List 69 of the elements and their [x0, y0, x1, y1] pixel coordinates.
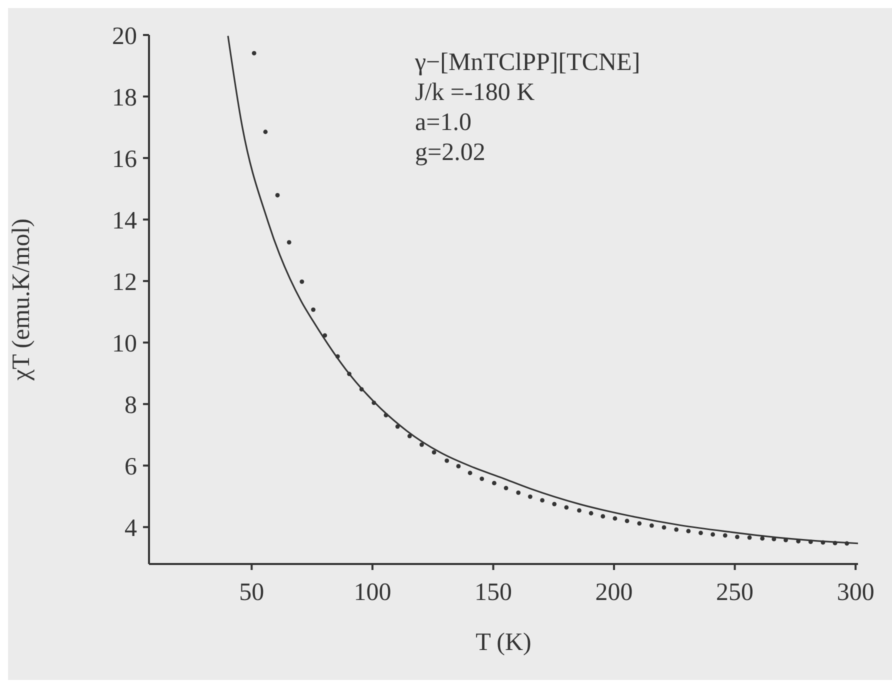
point [347, 372, 352, 376]
point [577, 508, 582, 513]
point [275, 193, 280, 198]
point [624, 518, 630, 524]
line-series [227, 35, 858, 544]
x-tick-label: 250 [716, 578, 754, 606]
point [722, 533, 728, 538]
point [820, 540, 826, 545]
point [359, 387, 364, 392]
point [468, 470, 472, 476]
y-axis-title: χT (emu.K/mol) [8, 218, 35, 382]
point [710, 532, 716, 537]
point [588, 511, 594, 516]
point [516, 490, 521, 495]
point [612, 516, 618, 521]
point [252, 50, 256, 56]
y-tick-label: 16 [112, 146, 137, 173]
x-tick-label: 200 [595, 578, 633, 606]
point [492, 480, 496, 486]
point [322, 333, 328, 338]
point [698, 530, 703, 536]
point [650, 523, 654, 528]
x-tick-label: 300 [836, 578, 874, 606]
annotation: g=2.02 [415, 138, 486, 168]
point [760, 536, 765, 541]
point [407, 434, 412, 438]
point [540, 498, 544, 503]
y-tick-label: 18 [112, 84, 137, 112]
x-tick-label: 100 [354, 578, 392, 606]
point [552, 502, 557, 506]
x-axis-title: T (K) [476, 629, 532, 656]
y-tick-label: 6 [124, 453, 137, 480]
point [735, 534, 740, 540]
point [747, 535, 752, 540]
point [808, 540, 813, 544]
point [432, 450, 436, 455]
point [395, 424, 400, 429]
point [311, 307, 316, 312]
point [384, 412, 388, 418]
annotation: a=1.0 [415, 108, 472, 138]
y-tick-label: 10 [112, 330, 137, 358]
point [662, 525, 666, 530]
point [528, 494, 532, 499]
point [335, 354, 340, 359]
y-tick-label: 14 [112, 207, 138, 234]
point [444, 458, 450, 463]
point [832, 540, 838, 546]
point [844, 541, 850, 546]
point [456, 464, 461, 468]
point [372, 400, 376, 406]
annotation: γ−[MnTClPP][TCNE] [415, 48, 640, 78]
point [286, 240, 292, 244]
y-tick-label: 12 [112, 268, 137, 296]
y-tick-label: 4 [124, 514, 138, 542]
point [263, 130, 268, 134]
point [600, 514, 606, 519]
y-tick-label: 20 [112, 22, 137, 50]
point [686, 528, 691, 534]
annotation: J/k =-180 K [415, 78, 536, 108]
y-tick-label: 8 [124, 392, 137, 419]
point [564, 505, 569, 510]
point [300, 279, 304, 284]
x-tick-label: 50 [239, 578, 264, 606]
point [504, 486, 508, 490]
point [674, 527, 679, 532]
point [637, 521, 642, 526]
point [420, 442, 424, 447]
point [480, 476, 484, 482]
x-tick-label: 150 [474, 578, 512, 606]
